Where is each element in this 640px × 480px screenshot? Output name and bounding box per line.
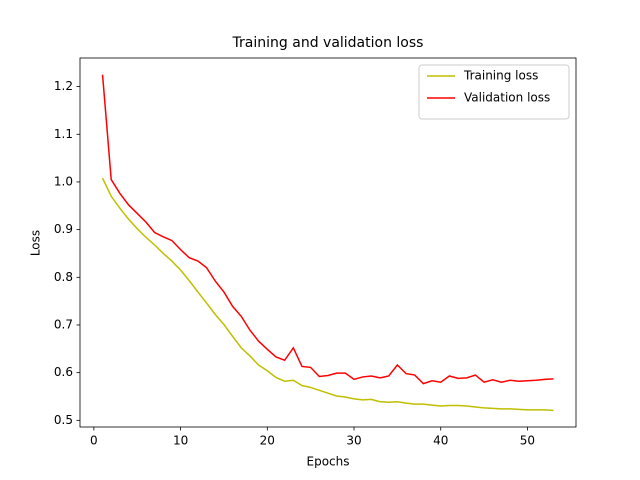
y-axis-label: Loss bbox=[29, 230, 43, 256]
legend-box bbox=[418, 64, 570, 120]
y-tick-label: 0.9 bbox=[54, 222, 73, 236]
x-tick-label: 0 bbox=[90, 434, 98, 448]
x-axis-label: Epochs bbox=[307, 455, 350, 469]
x-tick-label: 20 bbox=[260, 434, 275, 448]
x-tick-label: 40 bbox=[433, 434, 448, 448]
y-tick-label: 0.5 bbox=[54, 413, 73, 427]
x-tick-label: 30 bbox=[346, 434, 361, 448]
x-tick-label: 10 bbox=[173, 434, 188, 448]
y-tick-label: 1.0 bbox=[54, 174, 73, 188]
line-series bbox=[101, 74, 554, 385]
axes-frame bbox=[79, 57, 577, 428]
chart-title: Training and validation loss bbox=[232, 35, 424, 51]
legend-label: Validation loss bbox=[464, 91, 550, 105]
y-tick-label: 0.8 bbox=[54, 270, 73, 284]
y-tick-label: 0.6 bbox=[54, 365, 73, 379]
x-tick-label: 50 bbox=[520, 434, 535, 448]
y-tick-label: 0.7 bbox=[54, 317, 73, 331]
y-tick-label: 1.2 bbox=[54, 79, 73, 93]
legend-label: Training loss bbox=[463, 69, 538, 83]
line-series bbox=[101, 177, 554, 412]
y-tick-label: 1.1 bbox=[54, 127, 73, 141]
